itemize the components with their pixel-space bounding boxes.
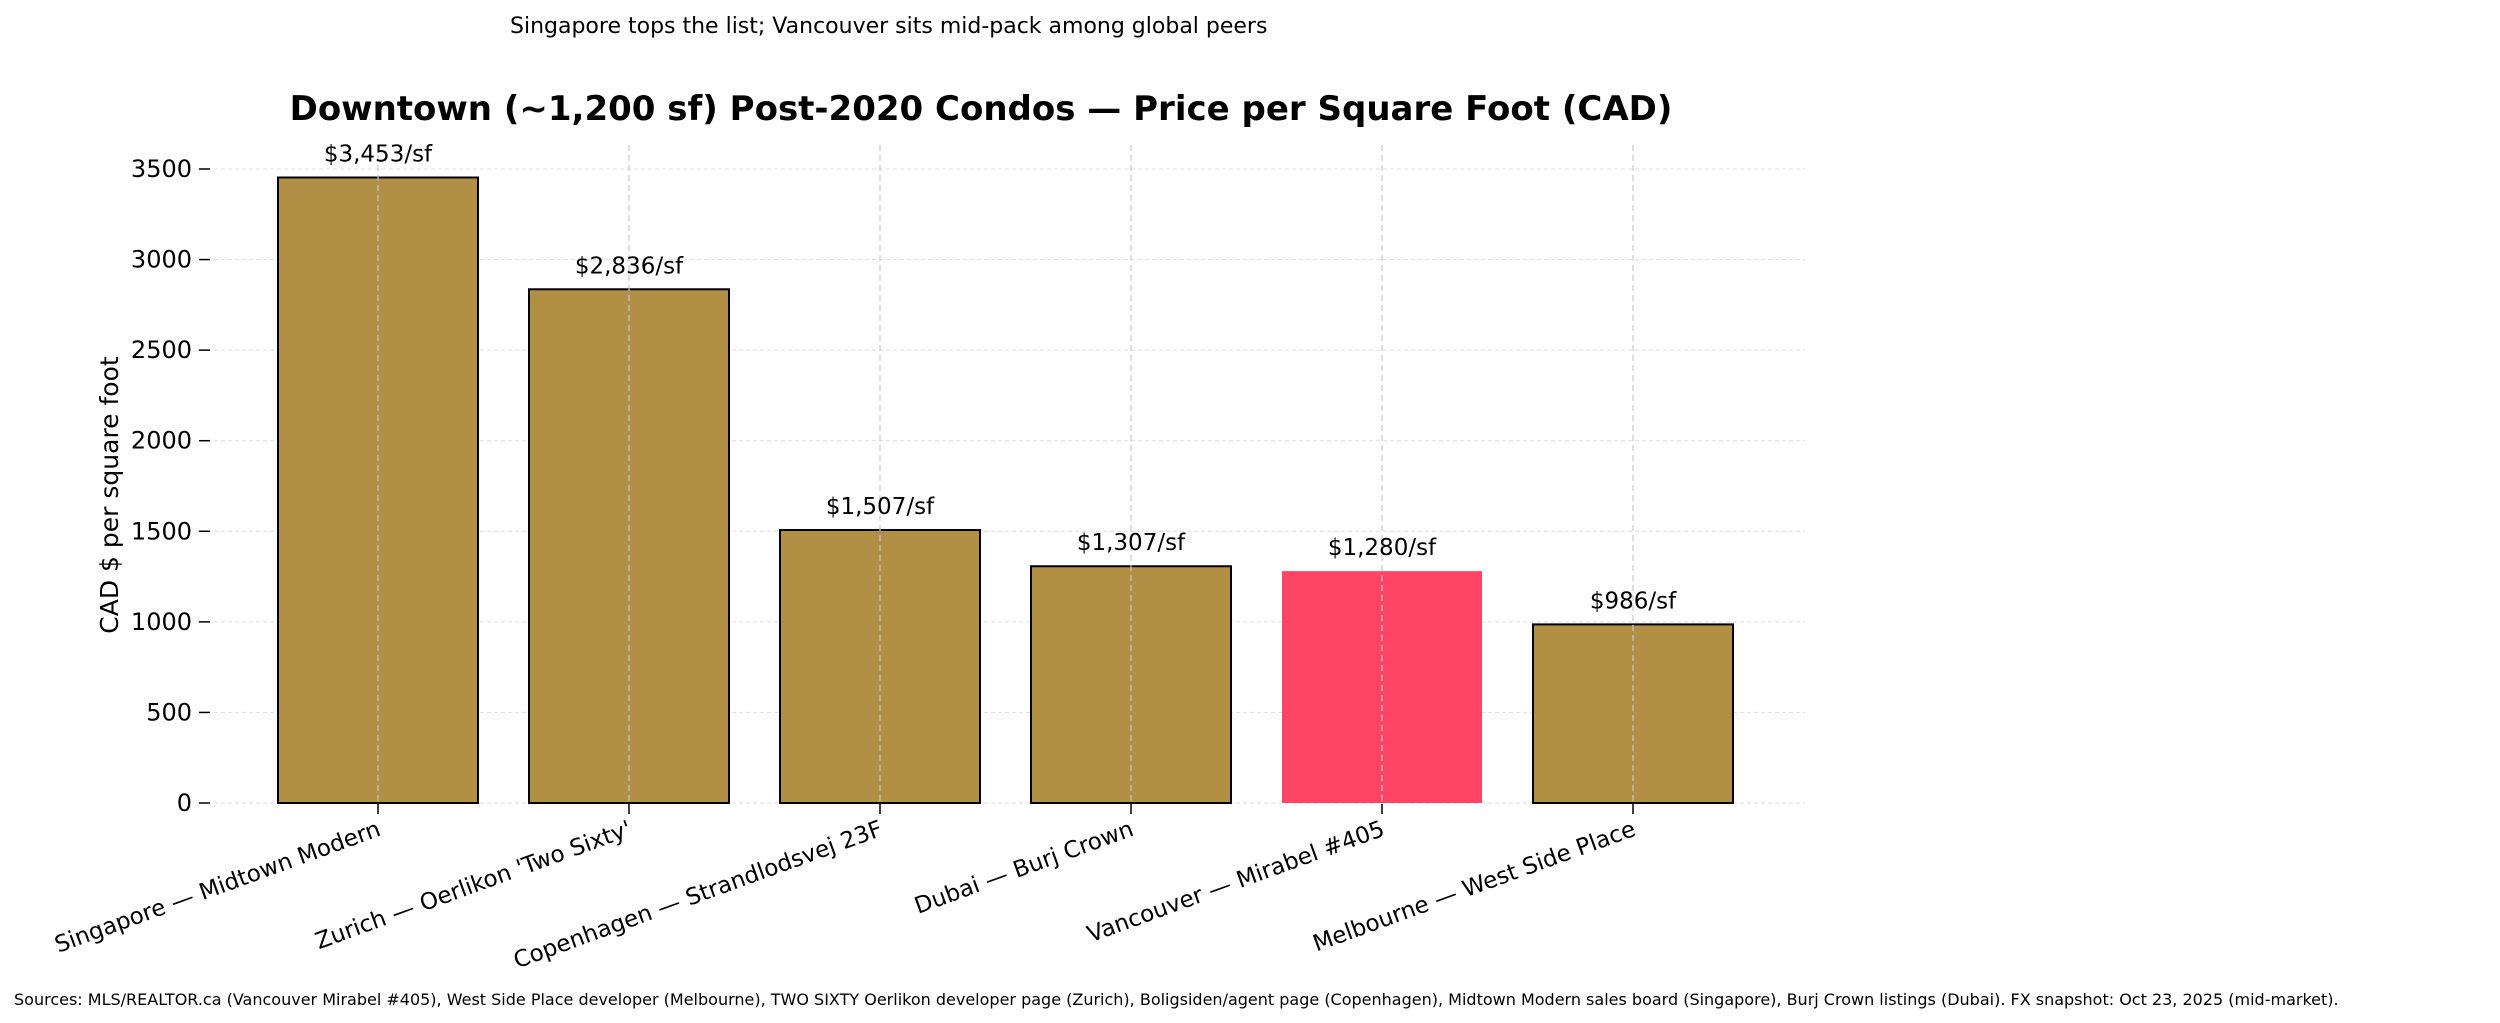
y-tick-label: 3500 xyxy=(131,155,192,183)
data-labels: $3,453/sf $2,836/sf $1,507/sf $1,307/sf $1,2… xyxy=(324,142,1677,803)
y-axis-label: CAD $ per square foot xyxy=(95,356,124,634)
y-tick-label: 2000 xyxy=(131,427,192,455)
chart-title: Downtown (~1,200 sf) Post-2020 Condos — … xyxy=(290,89,1673,129)
source-note: Sources: MLS/REALTOR.ca (Vancouver Mirab… xyxy=(14,990,2339,1009)
y-axis-ticks: 0 500 1000 1500 2000 2500 3000 3500 xyxy=(131,155,210,817)
y-tick-label: 500 xyxy=(146,698,192,726)
data-label: $1,280/sf xyxy=(1328,535,1437,561)
y-tick-label: 0 xyxy=(177,789,192,817)
data-label: $1,307/sf xyxy=(1077,530,1186,556)
data-label: $1,507/sf xyxy=(826,494,935,520)
bar-6 xyxy=(1532,623,1734,804)
y-tick-label: 1500 xyxy=(131,517,192,545)
y-tick-label: 3000 xyxy=(131,246,192,274)
data-label: $2,836/sf xyxy=(575,253,684,279)
y-tick-label: 1000 xyxy=(131,608,192,636)
data-label: $986/sf xyxy=(1590,588,1677,614)
chart-subtitle: Singapore tops the list; Vancouver sits … xyxy=(510,14,1267,39)
bars xyxy=(277,176,1734,804)
x-tick-label: Dubai — Burj Crown xyxy=(911,816,1137,919)
data-label: $3,453/sf xyxy=(324,142,433,168)
y-tick-label: 2500 xyxy=(131,336,192,364)
